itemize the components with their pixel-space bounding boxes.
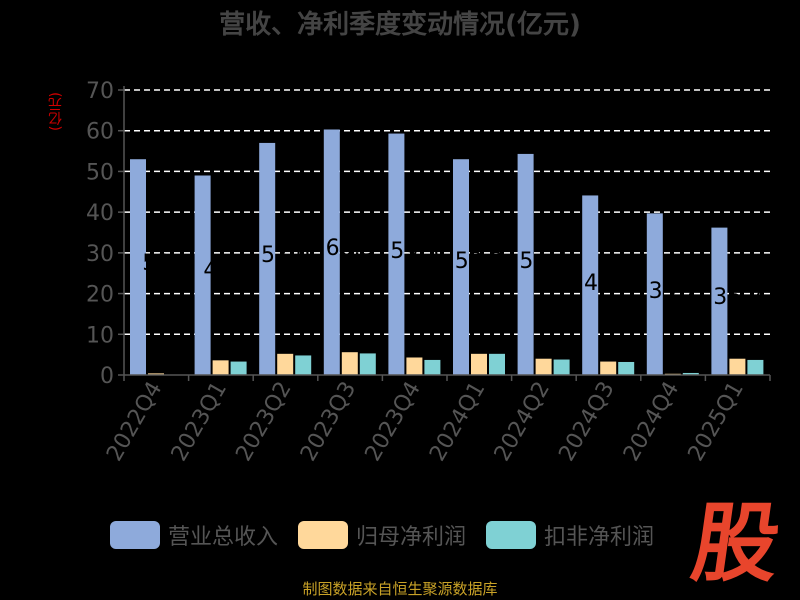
legend-label-revenue: 营业总收入 [168, 525, 279, 550]
legend-swatch-deducted-profit [486, 521, 537, 549]
y-tick-label: 40 [86, 201, 114, 226]
bar-deducted-profit [359, 353, 376, 375]
bar-revenue [582, 195, 599, 375]
x-tick-label: 2023Q4 [361, 378, 426, 466]
bar-value-label: 54.4 [519, 249, 568, 274]
y-tick-label: 20 [86, 283, 114, 308]
x-tick-label: 2025Q1 [684, 378, 749, 466]
bar-revenue [323, 129, 340, 375]
bar-net-profit [406, 357, 423, 375]
bar-deducted-profit [295, 355, 312, 375]
legend-label-deducted-profit: 扣非净利润 [544, 525, 655, 550]
bar-revenue [388, 133, 405, 375]
bar-value-label: 53 [142, 251, 170, 276]
legend-swatch-net-profit [298, 521, 349, 549]
source-note: 制图数据来自恒生聚源数据库 [302, 580, 498, 598]
bar-revenue [453, 159, 469, 375]
y-tick-label: 70 [86, 79, 114, 104]
bar-net-profit [277, 353, 294, 375]
chart-title: 营收、净利季度变动情况(亿元) [219, 10, 581, 40]
legend-swatch-revenue [110, 521, 160, 549]
y-axis-label: (亿元) [48, 92, 64, 131]
gridlines [124, 89, 770, 336]
logo-icon: 股 [685, 493, 787, 594]
bar-value-label: 49. [203, 258, 238, 283]
x-tick-label: 2024Q1 [425, 378, 490, 466]
bar-net-profit [148, 373, 164, 375]
x-tick-label: 2022Q4 [102, 378, 167, 466]
bars [130, 129, 764, 375]
bar-net-profit [535, 358, 552, 375]
bar-revenue [646, 213, 663, 375]
x-tick-label: 2023Q2 [231, 378, 296, 466]
bar-value-label: 36.2 [713, 285, 762, 310]
legend-label-net-profit: 归母净利润 [356, 525, 467, 550]
bar-value-label: 60.3 [326, 236, 375, 261]
bar-revenue [517, 153, 534, 375]
y-tick-label: 30 [86, 242, 114, 267]
legend-item-deducted-profit[interactable]: 扣非净利润 [486, 519, 654, 551]
bar-revenue [130, 159, 146, 375]
bar-net-profit [729, 358, 746, 375]
legend: 营业总收入 归母净利润 扣非净利润 [110, 520, 674, 550]
x-tick-label: 2023Q1 [167, 378, 232, 466]
legend-item-revenue[interactable]: 营业总收入 [110, 519, 278, 551]
x-tick-label: 2024Q4 [619, 378, 684, 466]
bar-revenue [259, 142, 276, 375]
bar-value-label: 57.0 [261, 243, 310, 268]
y-tick-label: 60 [86, 120, 114, 145]
y-tick-label: 50 [86, 160, 114, 185]
y-tick-label: 0 [100, 364, 114, 389]
bar-deducted-profit [618, 361, 635, 375]
bar-net-profit [471, 353, 487, 375]
y-tick-label: 10 [86, 323, 114, 348]
legend-item-net-profit[interactable]: 归母净利润 [298, 519, 466, 551]
bar-value-labels: 53 49. 57.0 60.3 59.3 53.2 54.4 44.1 39.7 36.2 [142, 236, 762, 310]
bar-revenue [711, 227, 728, 375]
bar-deducted-profit [747, 359, 764, 375]
bar-deducted-profit [553, 359, 570, 375]
bar-value-label: 59.3 [390, 239, 439, 264]
bar-net-profit [212, 360, 229, 375]
bar-net-profit [600, 361, 617, 375]
bar-value-label: 53.2 [455, 249, 504, 274]
x-tick-label: 2024Q2 [490, 378, 555, 466]
x-tick-label: 2023Q3 [296, 378, 361, 466]
bar-deducted-profit [682, 372, 699, 375]
bar-deducted-profit [424, 359, 441, 375]
bar-deducted-profit [489, 353, 505, 375]
x-tick-label: 2024Q3 [554, 378, 619, 466]
bar-value-label: 44.1 [584, 271, 633, 296]
bar-net-profit [341, 352, 358, 375]
bar-value-label: 39.7 [649, 279, 698, 304]
bar-deducted-profit [230, 361, 247, 375]
bar-revenue [194, 175, 211, 375]
